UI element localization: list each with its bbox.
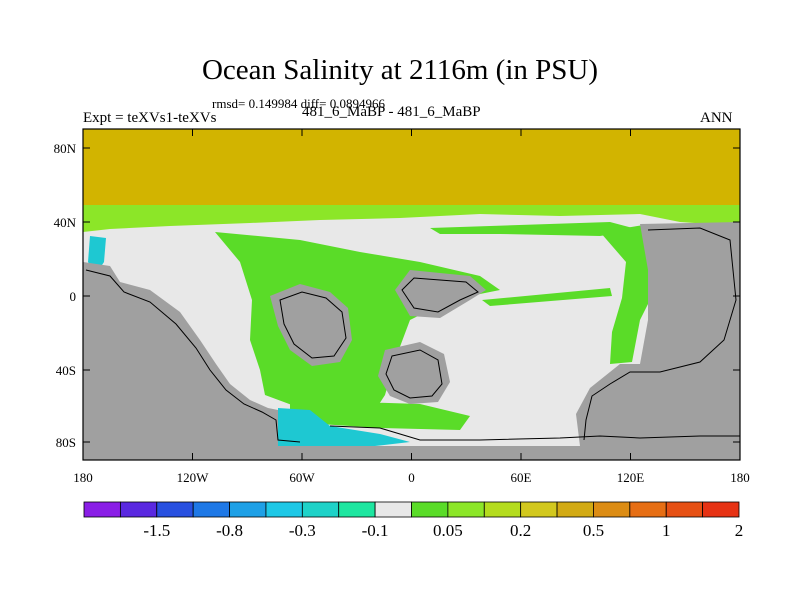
x-tick-label: 120W (177, 470, 210, 485)
y-tick-label: 0 (70, 289, 77, 304)
colorbar-label: -1.5 (143, 521, 170, 540)
coastline-east (583, 227, 737, 441)
colorbar-swatch (702, 501, 740, 518)
mid-latitude-band (83, 205, 740, 232)
land-southern-continent (378, 342, 450, 404)
colorbar-label: 0.05 (433, 521, 463, 540)
x-tick-label: 0 (408, 470, 415, 485)
colorbar-swatch (156, 501, 194, 518)
coastline-africa (401, 277, 479, 313)
x-axis-ticks: 180 120W 60W 0 60E 120E 180 (73, 129, 750, 485)
coastline-americas (85, 269, 301, 443)
high-latitude-band (83, 129, 740, 209)
colorbar-label: -0.1 (362, 521, 389, 540)
y-tick-label: 80N (54, 141, 77, 156)
y-tick-label: 80S (56, 435, 76, 450)
colorbar-swatch (665, 501, 704, 518)
colorbar-swatch (593, 501, 631, 518)
negative-anomaly-south (278, 408, 410, 446)
land-east (576, 222, 740, 446)
colorbar-label: 2 (735, 521, 744, 540)
colorbar-swatch (520, 501, 558, 518)
colorbar-swatch (483, 501, 522, 518)
colorbar-swatch (301, 501, 340, 518)
stats-label: rmsd= 0.149984 diff= 0.0894966 (212, 96, 385, 111)
map-title: Ocean Salinity at 2116m (in PSU) (201, 54, 599, 86)
colorbar-swatch (83, 501, 121, 518)
colorbar: -1.5 -0.8 -0.3 -0.1 0.05 0.2 0.5 1 2 (83, 501, 744, 540)
x-tick-label: 180 (730, 470, 750, 485)
colorbar-swatch (374, 501, 412, 518)
land-americas (83, 262, 278, 446)
colorbar-swatch (411, 501, 449, 518)
y-tick-label: 40N (54, 215, 77, 230)
x-tick-label: 180 (73, 470, 93, 485)
positive-anomaly-north-strip (430, 222, 640, 236)
colorbar-swatch (629, 501, 667, 518)
colorbar-label: 1 (662, 521, 671, 540)
map-field (83, 129, 740, 460)
coastline-antarctic (329, 425, 740, 441)
colorbar-swatch (556, 501, 594, 518)
positive-anomaly-south (290, 400, 470, 430)
season-label: ANN (700, 110, 733, 126)
y-axis-ticks: 80N 40N 0 40S 80S (54, 141, 740, 450)
colorbar-swatch (119, 501, 158, 518)
coastlines (85, 227, 740, 443)
colorbar-label: -0.3 (289, 521, 316, 540)
x-tick-label: 60W (289, 470, 315, 485)
colorbar-label: 0.5 (583, 521, 604, 540)
colorbar-swatch (265, 501, 303, 518)
x-tick-label: 60E (511, 470, 532, 485)
coastline-south-america (279, 291, 347, 359)
period-label: 481_6_MaBP - 481_6_MaBP (302, 104, 481, 120)
colorbar-swatch (447, 501, 485, 518)
y-tick-label: 40S (56, 363, 76, 378)
colorbar-label: -0.8 (216, 521, 243, 540)
experiment-label: Expt = teXVs1-teXVs (83, 110, 217, 126)
land-south-america (270, 284, 352, 366)
colorbar-swatch (229, 501, 267, 518)
positive-anomaly-stripe (482, 288, 612, 306)
colorbar-label: 0.2 (510, 521, 531, 540)
coastline-southern-continent (385, 349, 443, 399)
x-tick-label: 120E (617, 470, 645, 485)
colorbar-swatch (338, 501, 376, 518)
colorbar-swatch (192, 501, 230, 518)
